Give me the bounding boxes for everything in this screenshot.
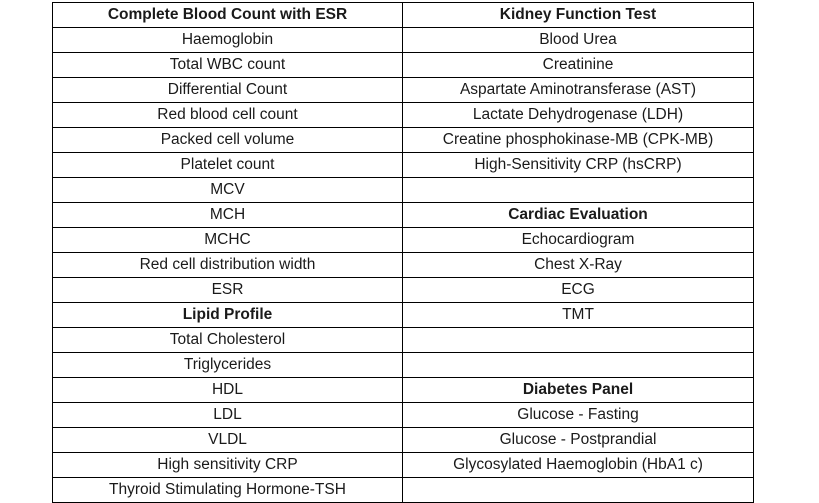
section-header-cell: Diabetes Panel	[402, 377, 754, 403]
left-test-cell: MCHC	[52, 227, 403, 253]
right-test-cell: Creatine phosphokinase-MB (CPK-MB)	[402, 127, 754, 153]
left-test-cell: Packed cell volume	[52, 127, 403, 153]
table-row: HDL Diabetes Panel	[52, 377, 754, 403]
left-test-cell: Differential Count	[52, 77, 403, 103]
table-row: ESR ECG	[52, 277, 754, 303]
table-row: Red cell distribution width Chest X-Ray	[52, 252, 754, 278]
lab-tests-table: Complete Blood Count with ESR Kidney Func…	[52, 2, 754, 503]
table-row: MCH Cardiac Evaluation	[52, 202, 754, 228]
left-test-cell: Total WBC count	[52, 52, 403, 78]
table-row: LDL Glucose - Fasting	[52, 402, 754, 428]
left-test-cell: HDL	[52, 377, 403, 403]
table-row: Platelet count High-Sensitivity CRP (hsCR…	[52, 152, 754, 178]
section-header-cell: Complete Blood Count with ESR	[52, 2, 403, 28]
table-row: Total Cholesterol	[52, 327, 754, 353]
table-row: Differential Count Aspartate Aminotransfe…	[52, 77, 754, 103]
lab-tests-table-body: Complete Blood Count with ESR Kidney Func…	[52, 2, 754, 503]
table-row: Lipid Profile TMT	[52, 302, 754, 328]
right-test-cell: ECG	[402, 277, 754, 303]
left-test-cell: Red blood cell count	[52, 102, 403, 128]
table-row: MCHC Echocardiogram	[52, 227, 754, 253]
section-header-cell: Kidney Function Test	[402, 2, 754, 28]
left-test-cell: ESR	[52, 277, 403, 303]
right-test-cell	[402, 327, 754, 353]
right-test-cell: Glucose - Fasting	[402, 402, 754, 428]
left-test-cell: MCH	[52, 202, 403, 228]
table-row: Thyroid Stimulating Hormone-TSH	[52, 477, 754, 503]
left-test-cell: High sensitivity CRP	[52, 452, 403, 478]
table-row: VLDL Glucose - Postprandial	[52, 427, 754, 453]
right-test-cell: Chest X-Ray	[402, 252, 754, 278]
left-test-cell: Thyroid Stimulating Hormone-TSH	[52, 477, 403, 503]
right-test-cell	[402, 177, 754, 203]
left-test-cell: VLDL	[52, 427, 403, 453]
left-test-cell: Triglycerides	[52, 352, 403, 378]
right-test-cell: TMT	[402, 302, 754, 328]
table-row: Haemoglobin Blood Urea	[52, 27, 754, 53]
right-test-cell: Blood Urea	[402, 27, 754, 53]
section-header-cell: Cardiac Evaluation	[402, 202, 754, 228]
right-test-cell	[402, 477, 754, 503]
right-test-cell: Echocardiogram	[402, 227, 754, 253]
right-test-cell: Aspartate Aminotransferase (AST)	[402, 77, 754, 103]
table-row: High sensitivity CRP Glycosylated Haemogl…	[52, 452, 754, 478]
left-test-cell: Red cell distribution width	[52, 252, 403, 278]
right-test-cell: High-Sensitivity CRP (hsCRP)	[402, 152, 754, 178]
table-row: Triglycerides	[52, 352, 754, 378]
table-row: Complete Blood Count with ESR Kidney Func…	[52, 2, 754, 28]
table-row: MCV	[52, 177, 754, 203]
left-test-cell: LDL	[52, 402, 403, 428]
right-test-cell	[402, 352, 754, 378]
table-row: Red blood cell count Lactate Dehydrogenas…	[52, 102, 754, 128]
right-test-cell: Glycosylated Haemoglobin (HbA1 c)	[402, 452, 754, 478]
right-test-cell: Glucose - Postprandial	[402, 427, 754, 453]
right-test-cell: Creatinine	[402, 52, 754, 78]
right-test-cell: Lactate Dehydrogenase (LDH)	[402, 102, 754, 128]
table-row: Packed cell volume Creatine phosphokinase…	[52, 127, 754, 153]
left-test-cell: Platelet count	[52, 152, 403, 178]
table-row: Total WBC count Creatinine	[52, 52, 754, 78]
left-test-cell: MCV	[52, 177, 403, 203]
left-test-cell: Haemoglobin	[52, 27, 403, 53]
section-header-cell: Lipid Profile	[52, 302, 403, 328]
left-test-cell: Total Cholesterol	[52, 327, 403, 353]
